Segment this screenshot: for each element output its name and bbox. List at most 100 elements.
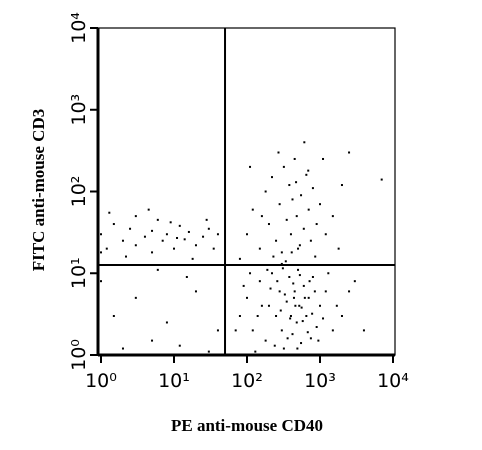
dot	[307, 296, 310, 299]
dot	[303, 141, 306, 144]
dot	[327, 272, 330, 275]
dot	[260, 215, 263, 218]
dot	[285, 218, 288, 221]
dot	[134, 244, 137, 247]
dot	[319, 203, 321, 206]
dot	[246, 296, 248, 299]
dot	[207, 350, 210, 353]
dot	[301, 320, 304, 323]
dot	[289, 314, 292, 317]
dot	[267, 304, 270, 307]
dot	[251, 208, 254, 211]
dot	[187, 230, 190, 233]
dot	[205, 218, 208, 221]
dot	[178, 344, 181, 347]
dot	[185, 275, 188, 278]
dot	[234, 329, 237, 332]
dot	[303, 296, 306, 299]
dot	[173, 247, 175, 250]
dot	[324, 233, 327, 236]
dot	[313, 290, 316, 293]
dot	[331, 215, 334, 218]
dot	[340, 184, 343, 187]
dot	[264, 190, 267, 193]
dot	[300, 306, 303, 309]
dot	[242, 284, 245, 287]
dot	[311, 187, 314, 190]
dot	[269, 287, 272, 290]
dot	[362, 329, 365, 332]
dot	[249, 165, 252, 168]
dot	[292, 282, 295, 285]
dot	[256, 314, 259, 317]
dot	[156, 268, 159, 271]
dot	[282, 347, 285, 350]
dot	[238, 314, 241, 317]
dot	[246, 233, 248, 236]
x-tick-label: 10¹	[158, 370, 190, 392]
dot	[348, 151, 351, 154]
dot	[134, 215, 137, 218]
dot	[306, 331, 309, 334]
dot	[307, 208, 310, 211]
dot	[267, 223, 270, 226]
dot	[288, 184, 291, 187]
dot	[297, 268, 300, 271]
dot	[254, 350, 257, 353]
dot	[266, 268, 269, 271]
dot	[151, 229, 154, 232]
dot	[337, 247, 340, 250]
y-tick-label: 10²	[68, 176, 90, 208]
dot	[293, 290, 296, 293]
dot	[280, 251, 283, 254]
dot	[108, 211, 111, 214]
dot	[288, 275, 291, 278]
dot	[331, 329, 334, 332]
dot	[314, 255, 317, 258]
dot	[276, 280, 279, 283]
dot	[322, 317, 325, 320]
y-tick-label: 10⁰	[68, 339, 90, 371]
dot	[134, 296, 137, 299]
dot	[289, 317, 292, 320]
dot	[121, 239, 124, 242]
dot	[258, 280, 261, 283]
dot	[264, 339, 267, 342]
dot	[275, 239, 278, 242]
dot	[272, 255, 275, 258]
dot	[176, 236, 179, 239]
x-tick-label: 10⁰	[85, 370, 117, 392]
dot	[292, 296, 295, 299]
y-tick-label: 10⁴	[68, 12, 90, 44]
dot	[315, 223, 318, 226]
dot	[270, 272, 273, 275]
dot	[300, 194, 303, 197]
x-tick-label: 10²	[231, 370, 263, 392]
dot	[112, 314, 115, 317]
dot	[105, 247, 108, 250]
dot	[319, 304, 321, 307]
dot	[295, 215, 298, 218]
y-tick-label: 10¹	[68, 257, 90, 289]
dot	[151, 251, 154, 254]
dot	[165, 321, 168, 324]
dot	[309, 337, 312, 340]
dot	[260, 304, 263, 307]
dot	[280, 329, 283, 332]
dot	[302, 227, 305, 230]
dot	[191, 257, 194, 260]
dot	[311, 312, 314, 315]
dot	[277, 151, 280, 154]
dot	[298, 274, 301, 277]
dot	[353, 280, 356, 283]
dot	[278, 203, 281, 206]
dot	[305, 173, 308, 176]
dot	[300, 342, 303, 345]
dot	[207, 227, 210, 230]
dot	[283, 293, 286, 296]
dot	[305, 314, 308, 317]
y-tick-label: 10³	[68, 94, 90, 126]
dot	[121, 347, 124, 350]
dot	[143, 235, 146, 238]
